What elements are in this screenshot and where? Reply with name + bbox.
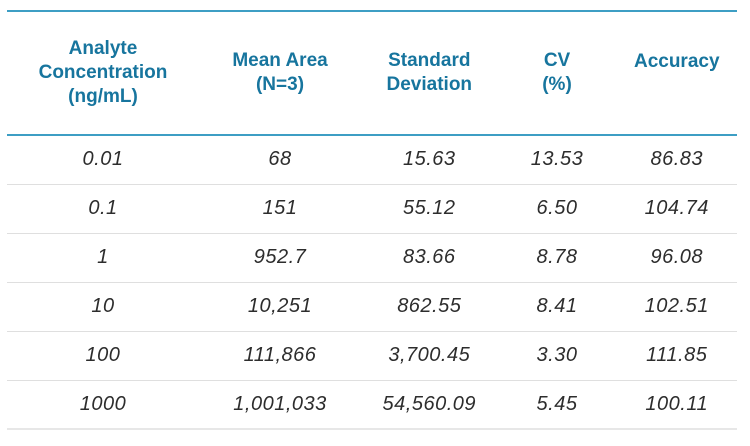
table-cell: 100.11 [645,392,709,415]
table-cell: 862.55 [397,295,462,317]
column-header-analyte-concentration: Analyte Concentration (ng/mL) [7,11,199,135]
table-row: 0.01 68 15.63 13.53 86.83 [7,135,737,184]
page-root: Analyte Concentration (ng/mL) Mean Area (N=… [7,10,737,430]
table-body: 0.01 68 15.63 13.53 86.83 0.1 151 55.12 6.50 104.… [7,135,737,429]
table-cell: 96.08 [650,246,704,268]
table-cell: 104.74 [644,197,709,219]
table-row: 10 10,251 862.55 8.41 102.51 [7,282,737,331]
table-cell: 5.45 [536,392,578,415]
table-cell: 83.66 [403,246,456,268]
table-cell: 100 [85,344,121,366]
table-cell: 1000 [79,392,127,415]
data-table: Analyte Concentration (ng/mL) Mean Area (N=… [7,10,737,430]
table-cell: 68 [268,148,292,171]
table-cell: 3.30 [536,344,578,366]
column-header-label: Standard Deviation [386,50,473,95]
column-header-cv-percent: CV (%) [498,11,617,135]
table-header-row: Analyte Concentration (ng/mL) Mean Area (N=… [7,11,737,135]
column-header-label: CV (%) [542,50,572,95]
table-cell: 15.63 [403,148,456,171]
table-cell: 13.53 [530,148,584,171]
table-cell: 952.7 [253,246,307,268]
table-cell: 8.41 [536,295,578,317]
table-cell: 0.01 [82,148,124,171]
table-cell: 10,251 [247,295,313,317]
column-header-label: Mean Area (N=3) [232,50,328,95]
column-header-accuracy: Accuracy [617,11,737,135]
table-cell: 1 [97,246,109,268]
table-cell: 1,001,033 [233,392,327,415]
column-header-standard-deviation: Standard Deviation [361,11,498,135]
column-header-label: Analyte Concentration (ng/mL) [38,38,168,107]
table-cell: 8.78 [536,246,578,268]
table-cell: 3,700.45 [388,344,471,366]
table-cell: 111,866 [243,344,317,366]
table-cell: 6.50 [536,197,578,219]
table-row: 0.1 151 55.12 6.50 104.74 [7,184,737,233]
table-cell: 86.83 [650,148,704,171]
table-cell: 55.12 [403,197,456,219]
table-cell: 0.1 [88,197,118,219]
table-row: 100 111,866 3,700.45 3.30 111.85 [7,331,737,380]
column-header-label: Accuracy [633,51,720,72]
column-header-mean-area: Mean Area (N=3) [199,11,361,135]
table-cell: 10 [91,295,115,317]
table-row: 1 952.7 83.66 8.78 96.08 [7,233,737,282]
table-cell: 111.85 [646,344,708,366]
table-cell: 151 [262,197,298,219]
table-row: 1000 1,001,033 54,560.09 5.45 100.11 [7,380,737,429]
table-cell: 102.51 [644,295,709,317]
table-cell: 54,560.09 [382,392,477,415]
